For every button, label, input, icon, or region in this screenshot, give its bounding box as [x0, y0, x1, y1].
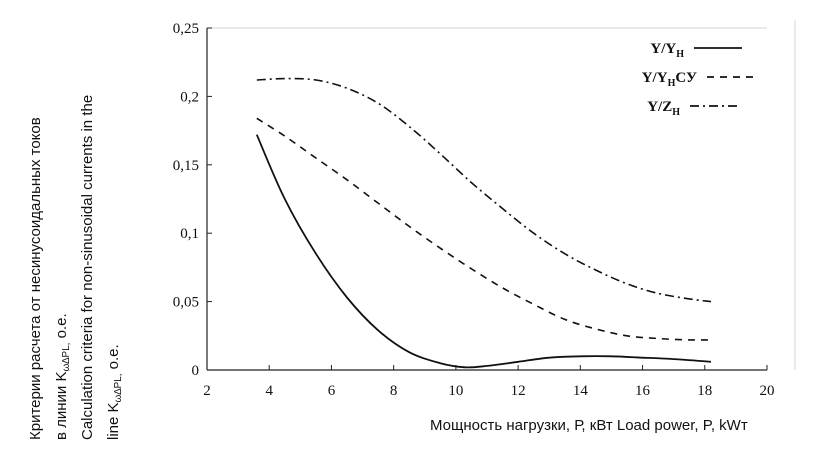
legend: Y/YH Y/YHСУ Y/ZH	[642, 41, 755, 118]
y-axis-label-line-3: Calculation criteria for non-sinusoidal …	[79, 95, 96, 440]
y-axis-label: Критерии расчета от несинусоидальных ток…	[27, 95, 124, 440]
x-axis-label: Мощность нагрузки, Р, кВт Load power, P,…	[430, 417, 748, 434]
x-tick-label: 12	[511, 383, 526, 399]
series-line-2	[256, 117, 712, 341]
x-tick-label: 4	[265, 383, 273, 399]
y-tick-label: 0,1	[180, 226, 199, 242]
y-axis-label-line-1: Критерии расчета от несинусоидальных ток…	[27, 117, 44, 440]
series-line-3	[256, 77, 712, 303]
y-axis-ticks: 0 0,05 0,1 0,15 0,2 0,25	[173, 21, 212, 379]
y-tick-label: 0,05	[173, 295, 199, 311]
x-tick-label: 8	[390, 383, 398, 399]
series-layer	[255, 77, 712, 369]
y-axis-label-line-2: в линии Kω∆PL, о.е.	[53, 313, 72, 440]
legend-label-1: Y/YH	[650, 41, 684, 60]
x-tick-label: 14	[573, 383, 589, 399]
x-tick-label: 16	[635, 383, 651, 399]
x-tick-label: 18	[697, 383, 712, 399]
x-tick-label: 2	[203, 383, 211, 399]
y-tick-label: 0,2	[180, 89, 199, 105]
x-tick-label: 6	[328, 383, 336, 399]
x-tick-label: 10	[448, 383, 463, 399]
x-tick-label: 20	[760, 383, 775, 399]
y-axis-label-line-4: line Kω∆PL, о.е.	[105, 344, 124, 440]
plot-frame	[206, 20, 796, 371]
legend-label-2: Y/YHСУ	[642, 70, 697, 89]
y-tick-label: 0,15	[173, 158, 199, 174]
y-tick-label: 0	[192, 363, 200, 379]
y-tick-label: 0,25	[173, 21, 199, 37]
series-line-1	[255, 134, 712, 369]
legend-label-3: Y/ZH	[647, 99, 680, 118]
x-axis-ticks: 2 4 6 8 10 12 14 16 18 20	[203, 365, 775, 399]
